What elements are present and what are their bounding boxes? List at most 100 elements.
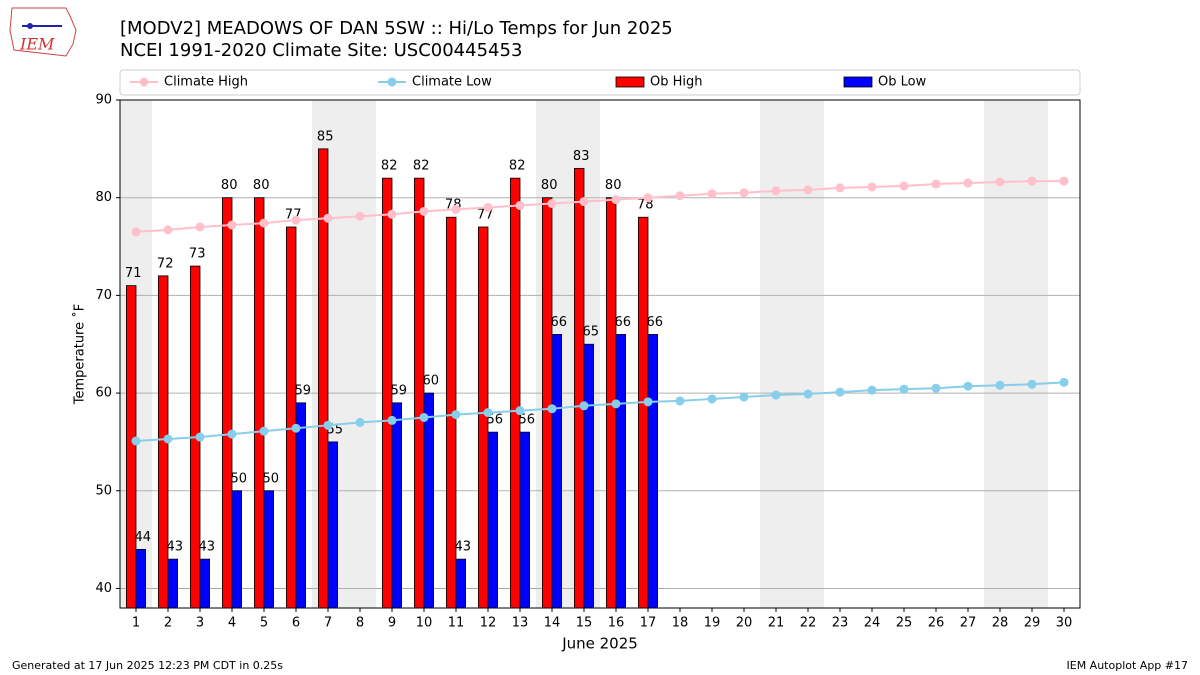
data-label: 56: [487, 413, 504, 428]
line-marker: [707, 394, 717, 404]
legend-label: Climate High: [164, 75, 248, 90]
weekend-shade: [984, 100, 1016, 608]
data-label: 59: [391, 383, 408, 398]
line-marker: [931, 179, 941, 189]
line-marker: [291, 423, 301, 433]
logo: IEM: [9, 7, 77, 57]
x-tick-label: 11: [448, 616, 465, 631]
line-marker: [323, 420, 333, 430]
x-tick-label: 25: [896, 616, 913, 631]
line-marker: [579, 401, 589, 411]
data-label: 80: [605, 178, 622, 193]
x-tick-label: 1: [132, 616, 140, 631]
line-marker: [1059, 176, 1069, 186]
line-marker: [227, 429, 237, 439]
line-marker: [419, 206, 429, 216]
x-tick-label: 17: [640, 616, 657, 631]
bar: [542, 197, 553, 609]
data-label: 85: [317, 129, 334, 144]
legend-swatch: [843, 76, 873, 88]
data-label: 44: [135, 530, 152, 545]
line-marker: [675, 396, 685, 406]
x-tick-label: 3: [196, 616, 204, 631]
bar: [231, 490, 243, 609]
x-tick-label: 27: [960, 616, 977, 631]
line-marker: [771, 186, 781, 196]
bar: [167, 558, 179, 609]
bar: [647, 334, 659, 609]
data-label: 43: [455, 540, 472, 555]
bar: [487, 431, 499, 609]
data-label: 80: [253, 178, 270, 193]
line-marker: [771, 390, 781, 400]
legend-label: Ob Low: [878, 75, 927, 90]
bar: [199, 558, 211, 609]
data-label: 65: [583, 325, 600, 340]
data-label: 43: [167, 540, 184, 555]
x-tick-label: 8: [356, 616, 364, 631]
x-tick-label: 14: [544, 616, 561, 631]
data-label: 59: [295, 383, 312, 398]
data-label: 66: [551, 315, 568, 330]
y-tick-label: 40: [95, 581, 112, 596]
y-axis-label: Temperature ˚F: [72, 304, 88, 405]
line-marker: [899, 181, 909, 191]
bar: [455, 558, 467, 609]
data-label: 43: [199, 540, 216, 555]
line-marker: [835, 183, 845, 193]
weekend-shade: [344, 100, 376, 608]
line-marker: [451, 410, 461, 420]
x-tick-label: 29: [1024, 616, 1041, 631]
bar: [135, 548, 147, 609]
line-marker: [355, 211, 365, 221]
bar: [574, 167, 585, 609]
weekend-shade: [792, 100, 824, 608]
bar: [391, 402, 403, 609]
line-marker: [419, 413, 429, 422]
logo-icon: [27, 23, 33, 29]
x-tick-label: 23: [832, 616, 849, 631]
line-marker: [387, 415, 397, 425]
bar: [638, 216, 649, 609]
chart-title: [MODV2] MEADOWS OF DAN 5SW :: Hi/Lo Temp…: [120, 18, 673, 39]
x-tick-label: 2: [164, 616, 172, 631]
data-label: 50: [231, 471, 248, 486]
line-marker: [195, 432, 205, 442]
line-marker: [803, 185, 813, 195]
line-marker: [739, 188, 749, 198]
line-marker: [835, 387, 845, 397]
bar: [126, 285, 137, 609]
x-tick-label: 10: [416, 616, 433, 631]
chart-subtitle: NCEI 1991-2020 Climate Site: USC00445453: [120, 40, 522, 61]
line-marker: [1059, 377, 1069, 387]
x-tick-label: 18: [672, 616, 689, 631]
line-marker: [451, 204, 461, 214]
bar: [423, 392, 435, 609]
line-marker: [579, 197, 589, 207]
logo-text: IEM: [19, 35, 55, 54]
line-marker: [803, 389, 813, 399]
line-marker: [515, 201, 525, 211]
x-tick-label: 4: [228, 616, 236, 631]
bar: [519, 431, 531, 609]
data-label: 60: [423, 374, 440, 389]
line-marker: [707, 189, 717, 199]
bar: [285, 226, 297, 609]
line-marker: [355, 417, 365, 427]
x-tick-label: 15: [576, 616, 593, 631]
y-tick-label: 80: [95, 190, 112, 205]
bar: [327, 441, 339, 609]
line-marker: [547, 199, 557, 209]
footer: Generated at 17 Jun 2025 12:23 PM CDT in…: [12, 659, 283, 672]
weekend-shade: [760, 100, 792, 608]
x-tick-label: 7: [324, 616, 332, 631]
line-marker: [611, 195, 621, 205]
x-tick-label: 26: [928, 616, 945, 631]
x-tick-label: 24: [864, 616, 881, 631]
line-marker: [1027, 176, 1037, 186]
line-marker: [131, 227, 141, 237]
x-tick-label: 16: [608, 616, 625, 631]
x-tick-label: 30: [1056, 616, 1073, 631]
line-marker: [483, 202, 493, 212]
line-marker: [611, 399, 621, 409]
